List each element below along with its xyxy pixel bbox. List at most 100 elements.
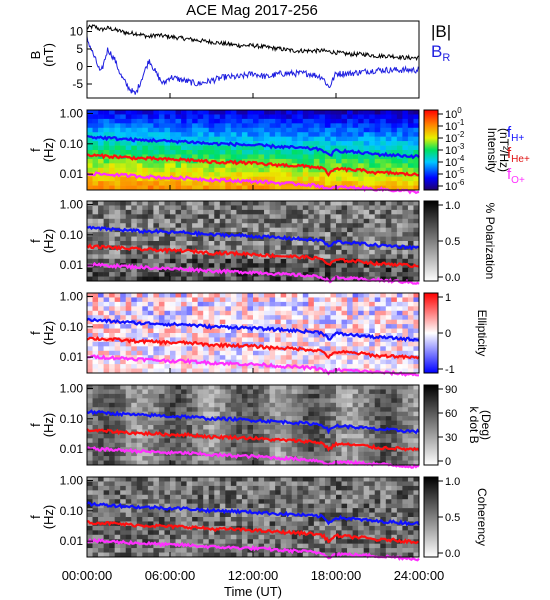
spectrogram-cell — [363, 236, 370, 242]
spectrogram-cell — [136, 499, 143, 504]
spectrogram-cell — [264, 385, 270, 390]
spectrogram-cell — [241, 145, 248, 151]
spectrogram-cell — [407, 276, 414, 282]
spectrogram-cell — [369, 181, 376, 186]
spectrogram-cell — [391, 249, 398, 255]
spectrogram-cell — [158, 485, 165, 491]
spectrogram-cell — [402, 328, 409, 334]
spectrogram-cell — [363, 346, 370, 352]
spectrogram-cell — [275, 127, 281, 133]
spectrogram-cell — [181, 499, 187, 504]
spectrogram-cell — [275, 319, 281, 325]
spectrogram-cell — [319, 420, 326, 426]
spectrogram-cell — [341, 385, 348, 390]
spectrogram-cell — [208, 201, 215, 206]
spectrogram-cell — [413, 328, 420, 334]
spectrogram-cell — [120, 214, 127, 220]
spectrogram-cell — [225, 481, 232, 487]
spectrogram-cell — [341, 389, 348, 395]
spectrogram-cell — [142, 185, 149, 191]
spectrogram-cell — [214, 503, 221, 509]
spectrogram-cell — [385, 411, 392, 417]
spectrogram-cell — [291, 301, 298, 307]
spectrogram-cell — [142, 267, 149, 273]
spectrogram-cell — [181, 201, 187, 206]
spectrogram-cell — [142, 420, 149, 426]
spectrogram-cell — [131, 301, 138, 307]
spectrogram-cell — [153, 297, 160, 303]
spectrogram-cell — [402, 110, 409, 115]
spectrogram-cell — [158, 499, 165, 504]
spectrogram-cell — [109, 258, 115, 264]
spectrogram-cell — [214, 293, 221, 298]
spectrogram-cell — [214, 499, 221, 504]
spectrogram-cell — [258, 118, 265, 124]
spectrogram-cell — [352, 136, 359, 142]
spectrogram-cell — [214, 263, 221, 268]
spectrogram-cell — [297, 154, 304, 160]
spectrogram-cell — [374, 267, 381, 273]
spectrogram-cell — [302, 433, 309, 439]
spectrogram-cell — [103, 438, 110, 444]
spectrogram-cell — [336, 328, 342, 334]
spectrogram-cell — [170, 258, 176, 264]
spectrogram-cell — [241, 402, 248, 408]
spectrogram-cell — [87, 209, 93, 215]
spectrogram-cell — [291, 341, 298, 347]
spectrogram-cell — [369, 315, 376, 320]
spectrogram-cell — [308, 132, 315, 137]
spectrogram-cell — [402, 249, 409, 255]
spectrogram-cell — [219, 227, 226, 233]
spectrogram-cell — [247, 420, 254, 426]
spectrogram-cell — [153, 525, 160, 531]
spectrogram-cell — [324, 181, 331, 186]
spectrogram-cell — [125, 185, 132, 191]
spectrogram-cell — [330, 429, 337, 435]
spectrogram-cell — [352, 310, 359, 316]
spectrogram-cell — [269, 150, 276, 155]
spectrogram-cell — [374, 293, 381, 298]
spectrogram-cell — [363, 420, 370, 426]
spectrogram-cell — [336, 254, 342, 260]
spectrogram-cell — [192, 319, 198, 325]
spectrogram-cell — [297, 223, 304, 228]
spectrogram-cell — [208, 263, 215, 268]
spectrogram-cell — [247, 315, 254, 320]
spectrogram-cell — [280, 442, 287, 448]
spectrogram-cell — [153, 163, 160, 169]
spectrogram-cell — [230, 350, 237, 356]
spectrogram-cell — [336, 420, 342, 426]
intensity-gyro-curves — [86, 135, 420, 195]
spectrogram-cell — [114, 324, 121, 329]
spectrogram-cell — [385, 232, 392, 237]
spectrogram-cell — [147, 167, 154, 173]
spectrogram-cell — [136, 254, 143, 260]
series-line-magnitude-b — [86, 24, 420, 62]
spectrogram-cell — [341, 447, 348, 452]
spectrogram-cell — [125, 456, 132, 461]
spectrogram-cell — [402, 181, 409, 186]
spectrogram-cell — [241, 460, 248, 466]
spectrogram-cell — [175, 447, 182, 452]
spectrogram-cell — [385, 154, 392, 160]
spectrogram-cell — [214, 368, 221, 374]
spectrogram-cell — [103, 552, 110, 558]
spectrogram-cell — [247, 328, 254, 334]
spectrogram-cell — [297, 218, 304, 224]
spectrogram-cell — [92, 508, 99, 513]
spectrogram-cell — [275, 306, 281, 312]
spectrogram-cell — [302, 176, 309, 182]
spectrogram-cell — [341, 293, 348, 298]
y-tick-label: 0.10 — [60, 412, 84, 426]
spectrogram-cell — [131, 158, 138, 164]
spectrogram-cell — [225, 181, 232, 186]
spectrogram-cell — [175, 389, 182, 395]
spectrogram-cell — [175, 241, 182, 246]
spectrogram-cell — [275, 350, 281, 356]
spectrogram-cell — [158, 136, 165, 142]
spectrogram-cell — [142, 499, 149, 504]
spectrogram-cell — [385, 456, 392, 461]
spectrogram-cell — [175, 201, 182, 206]
spectrogram-cell — [363, 364, 370, 369]
spectrogram-cell — [120, 301, 127, 307]
